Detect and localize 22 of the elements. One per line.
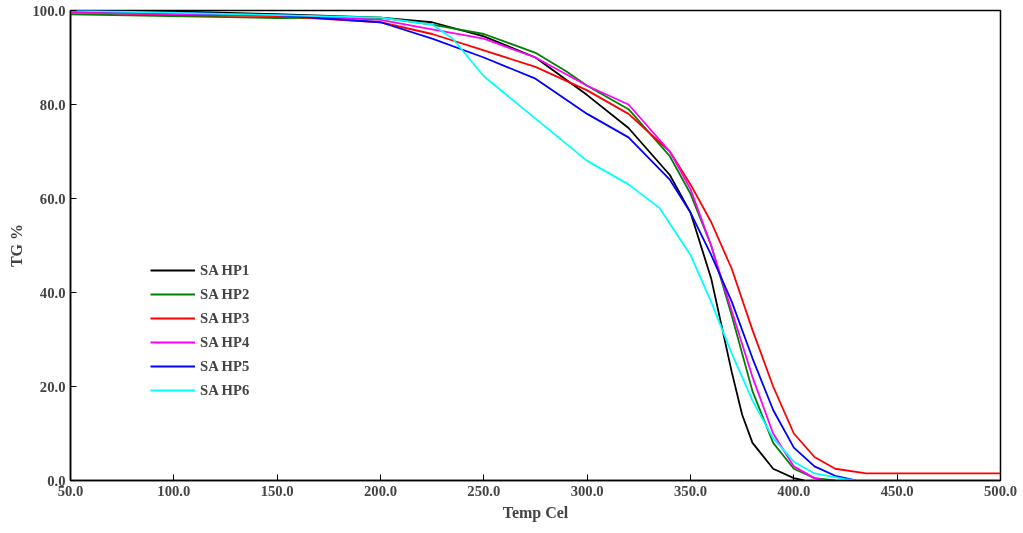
- legend-label: SA HP1: [200, 261, 250, 279]
- y-axis-title: TG %: [7, 223, 25, 268]
- y-tick-label: 100.0: [32, 2, 66, 19]
- legend-label: SA HP5: [200, 357, 250, 375]
- x-tick-label: 400.0: [777, 482, 811, 499]
- legend-label: SA HP2: [200, 285, 250, 303]
- y-tick-label: 20.0: [39, 378, 66, 395]
- y-tick-label: 80.0: [39, 96, 66, 113]
- x-tick-label: 500.0: [984, 482, 1017, 499]
- legend-label: SA HP3: [200, 309, 250, 327]
- y-tick-label: 40.0: [39, 284, 66, 301]
- x-tick-label: 150.0: [260, 482, 294, 499]
- x-tick-label: 100.0: [157, 482, 191, 499]
- x-tick-label: 250.0: [467, 482, 501, 499]
- y-tick-label: 60.0: [39, 190, 66, 207]
- x-tick-label: 300.0: [570, 482, 604, 499]
- legend-label: SA HP4: [200, 333, 250, 351]
- legend-label: SA HP6: [200, 381, 250, 399]
- x-tick-label: 200.0: [364, 482, 397, 499]
- x-tick-label: 450.0: [880, 482, 914, 499]
- x-tick-label: 350.0: [674, 482, 707, 499]
- x-axis-title: Temp Cel: [502, 503, 569, 522]
